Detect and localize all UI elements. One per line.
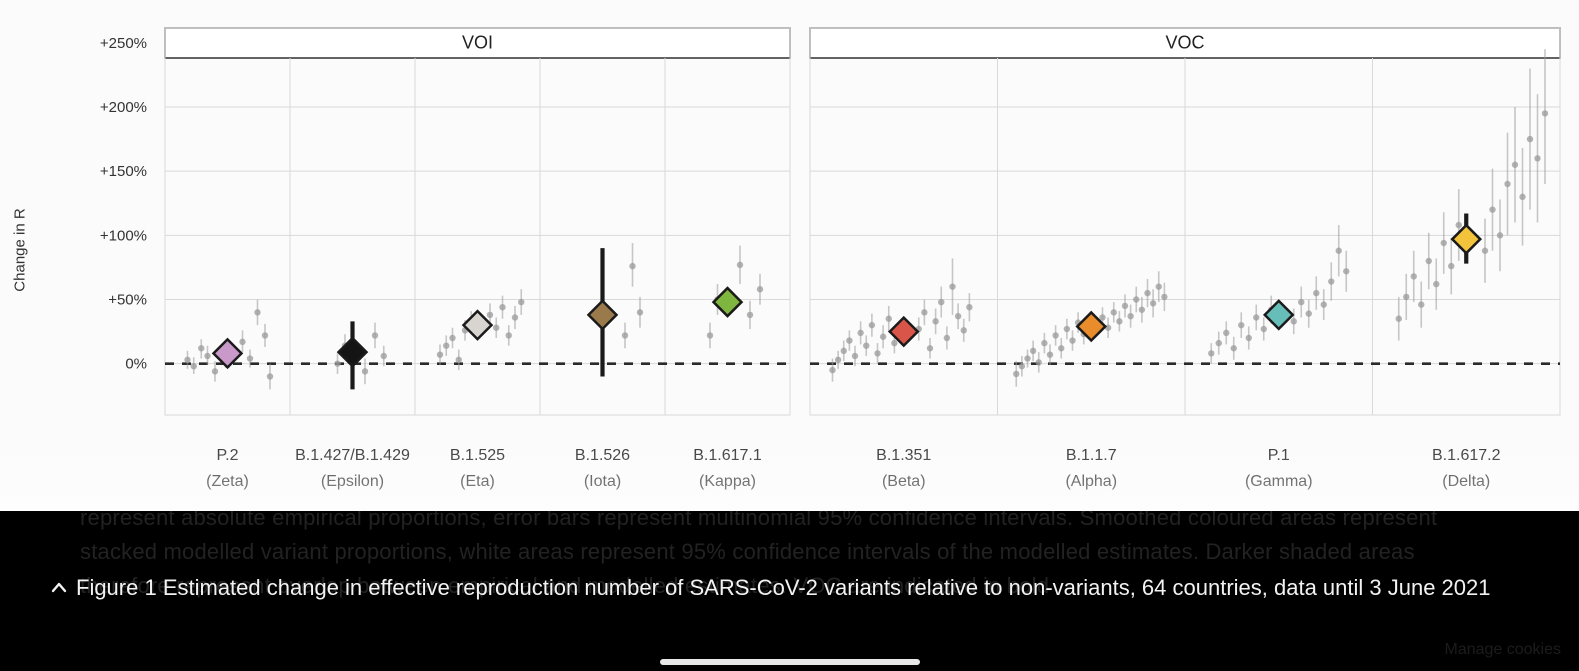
svg-text:+100%: +100% bbox=[100, 227, 147, 244]
svg-text:0%: 0% bbox=[125, 356, 147, 373]
caption-text: Figure 1 Estimated change in effective r… bbox=[50, 573, 1529, 603]
caption-text-content: Figure 1 Estimated change in effective r… bbox=[76, 575, 1491, 600]
fade-overlay bbox=[0, 440, 1579, 520]
chart-svg: 0%+50%+100%+150%+200%+250%VOIP.2(Zeta)B.… bbox=[0, 0, 1579, 510]
svg-text:VOI: VOI bbox=[462, 32, 493, 52]
chevron-up-icon[interactable] bbox=[50, 579, 68, 597]
svg-text:+50%: +50% bbox=[108, 292, 147, 309]
svg-text:VOC: VOC bbox=[1165, 32, 1204, 52]
svg-text:+200%: +200% bbox=[100, 99, 147, 116]
svg-text:+250%: +250% bbox=[100, 35, 147, 52]
caption-bar: represent absolute empirical proportions… bbox=[0, 511, 1579, 671]
manage-cookies-link[interactable]: Manage cookies bbox=[1444, 641, 1561, 659]
svg-text:+150%: +150% bbox=[100, 163, 147, 180]
y-axis-label: Change in R bbox=[12, 208, 29, 291]
chart-area: Change in R 0% +50% +100% +150% +200% +250% VO… bbox=[0, 0, 1579, 510]
page-root: Change in R 0% +50% +100% +150% +200% +250% VO… bbox=[0, 0, 1579, 671]
scroll-thumb[interactable] bbox=[660, 659, 920, 665]
